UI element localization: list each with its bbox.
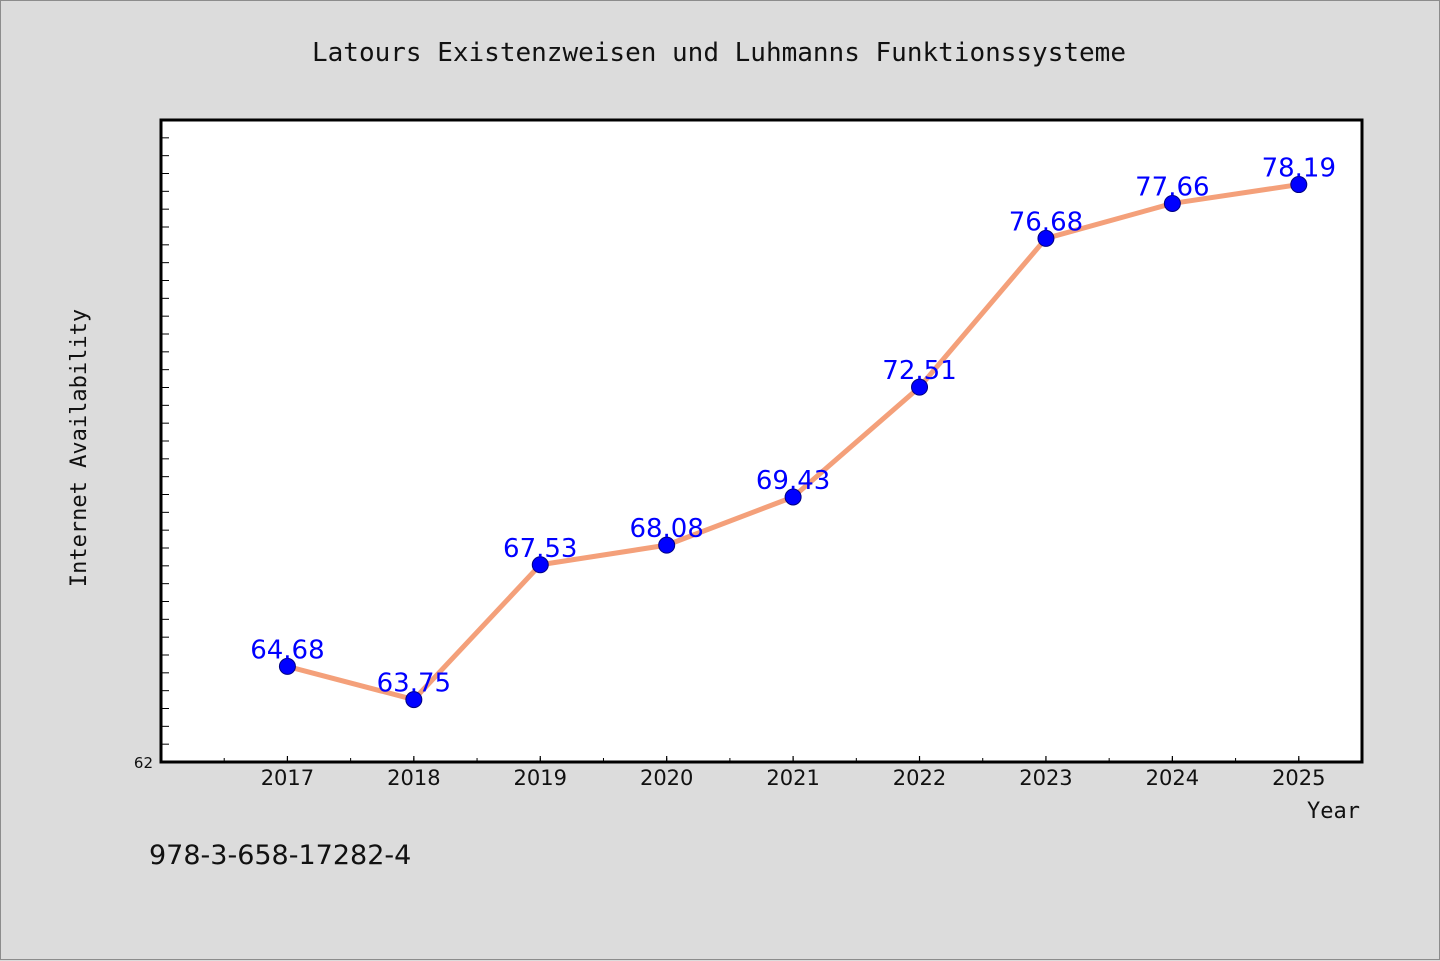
data-label: 76.68: [1009, 207, 1083, 237]
data-label: 64.68: [250, 635, 324, 665]
data-point: [1290, 176, 1308, 194]
isbn-text: 978-3-658-17282-4: [149, 840, 411, 871]
data-point: [278, 657, 296, 675]
data-point: [658, 536, 676, 554]
x-tick-label: 2023: [1019, 766, 1072, 790]
y-axis-ticks: [160, 137, 169, 745]
data-point: [405, 691, 423, 709]
y-axis-label: Internet Availability: [67, 309, 92, 587]
data-label: 63.75: [377, 669, 451, 699]
data-label-layer: 64.68 63.75 67.53 68.08 69.43 72.51 76.68 77.66…: [250, 154, 1336, 699]
data-point: [784, 488, 802, 506]
data-label: 68.08: [629, 514, 703, 544]
data-label: 67.53: [503, 534, 577, 564]
data-label: 72.51: [882, 356, 956, 386]
x-axis-label: Year: [1307, 799, 1360, 824]
data-label: 78.19: [1262, 154, 1336, 184]
y-tick-label: 62: [134, 754, 153, 772]
x-axis-ticks: [223, 756, 1300, 761]
data-label: 77.66: [1135, 172, 1209, 202]
data-point: [531, 556, 549, 574]
x-tick-label: 2019: [514, 766, 567, 790]
data-point: [1037, 229, 1055, 247]
marker-layer: [278, 176, 1308, 709]
x-tick-label: 2024: [1146, 766, 1199, 790]
x-tick-label: 2017: [261, 766, 314, 790]
x-tick-label: 2021: [766, 766, 819, 790]
x-tick-label: 2018: [387, 766, 440, 790]
plot-area: [159, 118, 1364, 764]
x-tick-label: 2025: [1272, 766, 1325, 790]
x-axis-tick-labels: 2017 2018 2019 2020 2021 2022 2023 2024 2025: [261, 766, 1326, 790]
x-tick-label: 2020: [640, 766, 693, 790]
y-axis-tick-labels: 62: [134, 754, 153, 772]
chart-title: Latours Existenzweisen und Luhmanns Funk…: [312, 38, 1126, 68]
data-point: [1163, 194, 1181, 212]
data-label: 69.43: [756, 466, 830, 496]
data-point: [911, 378, 929, 396]
x-tick-label: 2022: [893, 766, 946, 790]
